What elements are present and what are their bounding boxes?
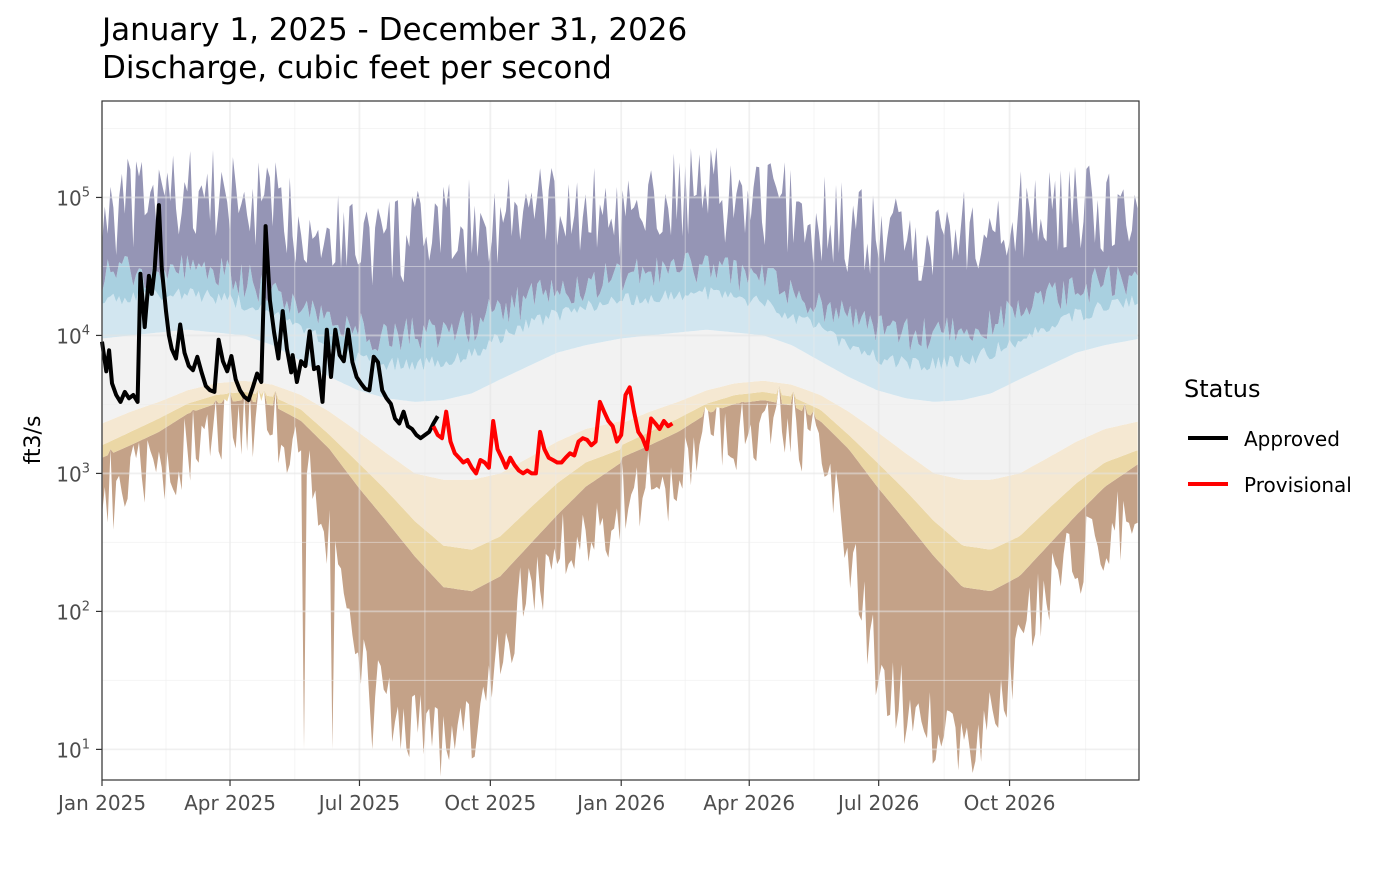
legend: Status Approved Provisional [1184, 375, 1352, 497]
x-tick-label: Jul 2025 [317, 791, 400, 815]
band-p10-to-p25 [102, 380, 1138, 550]
y-tick-label: 103 [56, 461, 90, 486]
x-tick-label: Jan 2026 [575, 791, 665, 815]
legend-label-provisional: Provisional [1244, 473, 1352, 497]
data-series [100, 203, 674, 476]
x-tick-label: Apr 2025 [184, 791, 276, 815]
chart-title-line-2: Discharge, cubic feet per second [102, 50, 612, 86]
x-tick-label: Apr 2026 [703, 791, 795, 815]
y-tick-label: 102 [56, 599, 90, 624]
x-tick-label: Oct 2025 [444, 791, 536, 815]
legend-label-approved: Approved [1244, 427, 1340, 451]
chart-title-line-1: January 1, 2025 - December 31, 2026 [100, 12, 687, 48]
y-axis-label: ft3/s [21, 416, 46, 465]
plot-border [101, 100, 1140, 781]
x-tick-label: Jan 2025 [56, 791, 146, 815]
y-tick-label: 101 [56, 737, 90, 762]
axes: Jan 2025 Apr 2025 Jul 2025 Oct 2025 Jan 2026… [56, 100, 1140, 815]
legend-title: Status [1184, 375, 1260, 403]
series-line-provisional [431, 385, 674, 476]
y-tick-label: 104 [56, 323, 90, 348]
y-tick-label: 105 [56, 185, 90, 210]
band-p5-to-p10 [102, 384, 1138, 592]
series-line-approved [100, 203, 440, 441]
x-tick-label: Jul 2026 [836, 791, 919, 815]
x-tick-label: Oct 2026 [964, 791, 1056, 815]
